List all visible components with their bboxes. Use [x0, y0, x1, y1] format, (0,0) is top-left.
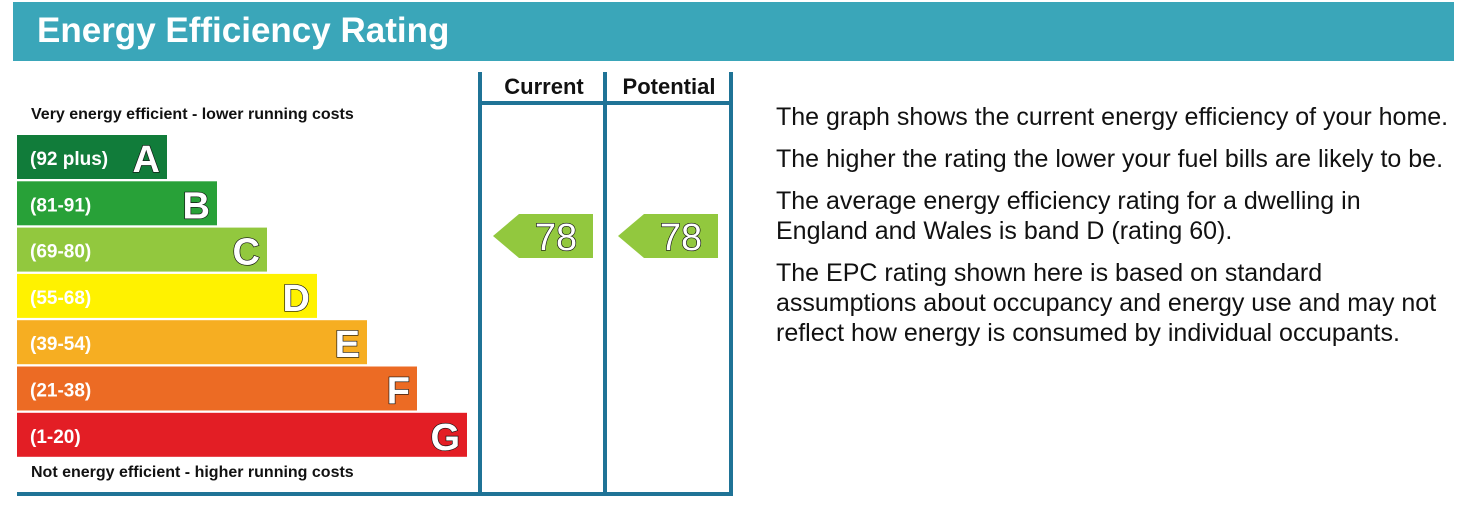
band-d-range: (55-68): [30, 288, 91, 309]
column-divider-2: [603, 72, 607, 496]
current-rating-value: 78: [535, 217, 577, 259]
band-g-letter: G: [430, 417, 460, 459]
band-e-range: (39-54): [30, 334, 91, 355]
column-header-potential: Potential: [623, 74, 716, 99]
potential-rating-arrow: [618, 214, 718, 258]
scale-bottom-label: Not energy efficient - higher running co…: [31, 464, 354, 481]
description-paragraph-4: The EPC rating shown here is based on st…: [776, 259, 1437, 347]
header-bar: Energy Efficiency Rating: [13, 2, 1454, 61]
band-f-bar: [17, 366, 417, 411]
band-g-range: (1-20): [30, 427, 81, 448]
band-b-letter: B: [183, 185, 210, 227]
band-a-bar: [17, 135, 167, 179]
band-a-letter: A: [133, 139, 160, 181]
band-f-range: (21-38): [30, 381, 91, 402]
band-e-letter: E: [335, 324, 360, 366]
band-b-bar: [17, 181, 217, 226]
description-paragraph-1: The graph shows the current energy effic…: [776, 103, 1449, 131]
band-d-bar: [17, 273, 317, 318]
column-header-rule: [478, 101, 733, 105]
band-c-bar: [17, 227, 267, 272]
band-f-letter: F: [387, 371, 410, 413]
description-paragraph-3: The average energy efficiency rating for…: [776, 187, 1361, 245]
column-header-current: Current: [504, 74, 584, 99]
potential-rating-value: 78: [660, 217, 702, 259]
current-rating-arrow: [493, 214, 593, 258]
column-divider-3: [729, 72, 733, 496]
band-c-letter: C: [233, 232, 260, 274]
chart-baseline: [17, 492, 733, 496]
scale-top-label: Very energy efficient - lower running co…: [31, 106, 354, 123]
band-g-bar: [17, 412, 467, 457]
band-a-range: (92 plus): [30, 149, 108, 170]
description-paragraph-2: The higher the rating the lower your fue…: [776, 145, 1444, 173]
page-title: Energy Efficiency Rating: [37, 11, 450, 50]
band-d-letter: D: [283, 278, 310, 320]
description-text: The graph shows the current energy effic…: [776, 102, 1456, 360]
band-e-bar: [17, 320, 367, 365]
band-b-range: (81-91): [30, 195, 91, 216]
column-divider-1: [478, 72, 482, 496]
band-c-range: (69-80): [30, 242, 91, 263]
